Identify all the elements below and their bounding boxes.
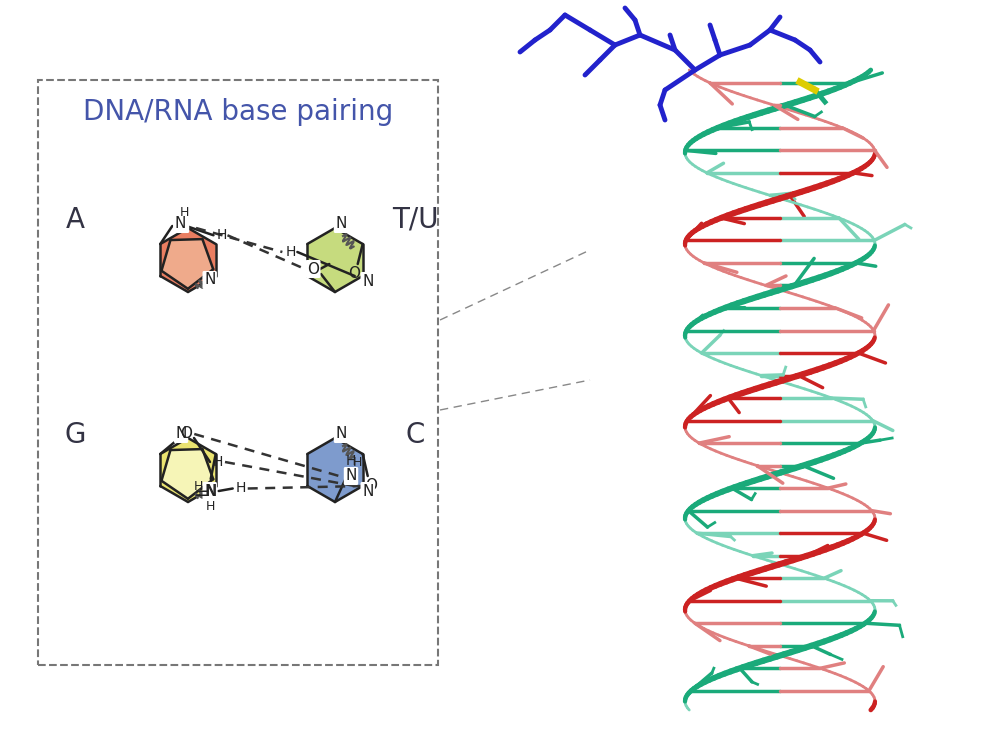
Text: T/U: T/U: [392, 206, 438, 234]
Text: O: O: [365, 478, 377, 494]
Polygon shape: [160, 228, 216, 292]
Text: N: N: [204, 484, 215, 499]
Polygon shape: [161, 239, 213, 289]
Polygon shape: [307, 438, 363, 502]
Text: N: N: [335, 427, 347, 442]
Polygon shape: [160, 438, 216, 502]
Text: H: H: [352, 455, 362, 469]
Text: H: H: [206, 500, 215, 514]
Text: N: N: [175, 217, 186, 232]
Text: H: H: [285, 245, 296, 259]
Text: O: O: [180, 427, 192, 442]
Text: N: N: [345, 469, 357, 484]
Text: G: G: [64, 421, 86, 449]
Text: C: C: [405, 421, 425, 449]
Text: H: H: [236, 482, 246, 496]
Text: H: H: [216, 228, 227, 242]
Polygon shape: [307, 228, 363, 292]
Text: N: N: [175, 427, 187, 442]
Bar: [38, 80, 438, 665]
Text: N: N: [176, 217, 188, 232]
Text: H: H: [180, 206, 189, 218]
Text: DNA/RNA base pairing: DNA/RNA base pairing: [83, 98, 393, 126]
Text: A: A: [66, 206, 84, 234]
Text: N: N: [205, 484, 216, 499]
Text: N: N: [335, 217, 347, 232]
Text: O: O: [348, 266, 360, 281]
Text: H: H: [213, 455, 223, 469]
Text: N: N: [362, 274, 373, 289]
Text: O: O: [307, 262, 319, 277]
Text: =: =: [193, 484, 210, 503]
Text: H: H: [194, 481, 203, 494]
Text: N: N: [362, 484, 373, 499]
Polygon shape: [161, 449, 213, 499]
Text: H: H: [346, 454, 356, 468]
Text: N: N: [204, 272, 215, 287]
